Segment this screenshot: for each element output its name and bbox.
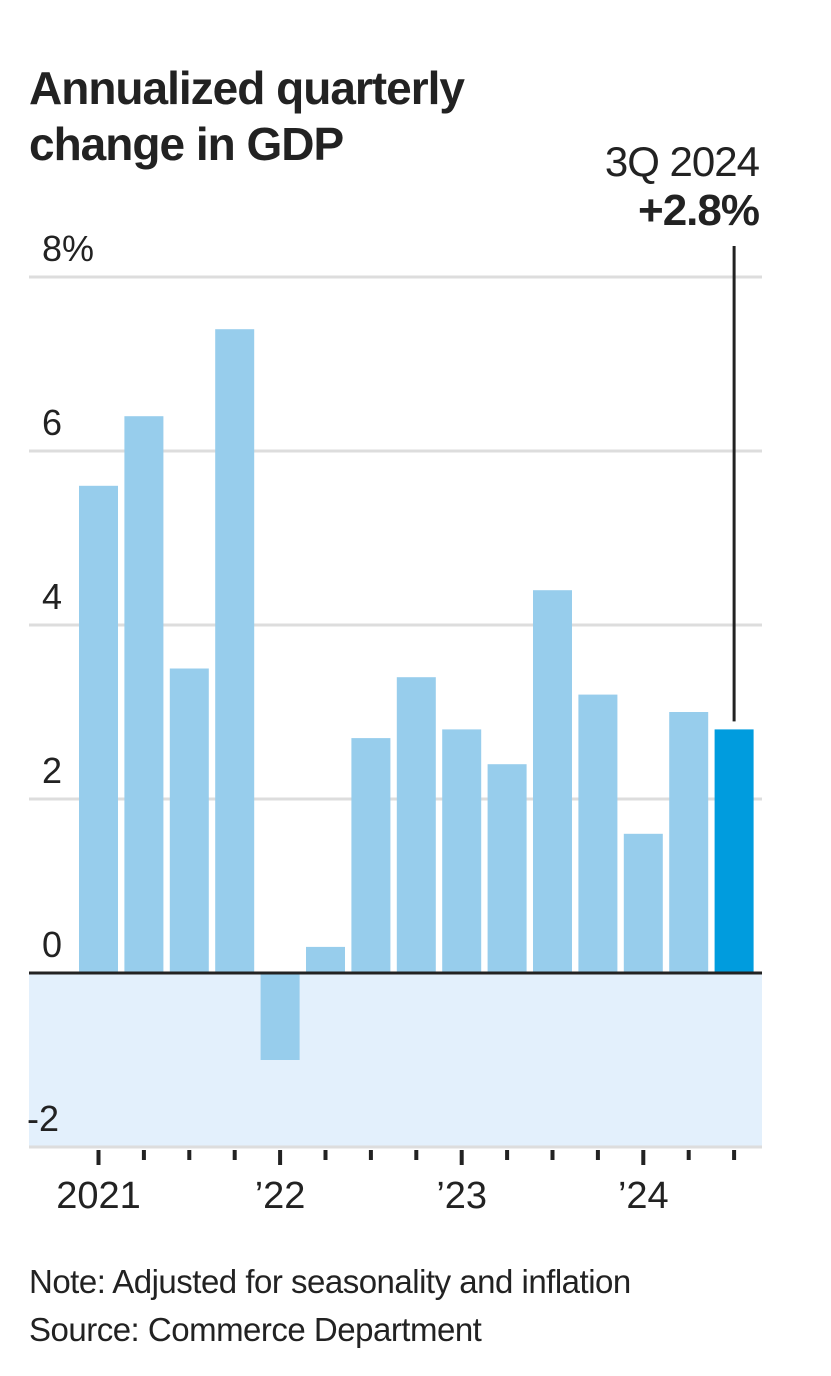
source-line: Source: Commerce Department	[29, 1311, 482, 1348]
bar-4q-2023	[578, 694, 618, 973]
bar-4q-2021	[215, 329, 255, 973]
bar-4q-2022	[396, 677, 436, 973]
bar-1q-2023	[442, 729, 482, 973]
title-line-2: change in GDP	[29, 118, 344, 170]
bar-2q-2024	[669, 712, 709, 973]
minor-tick	[414, 1150, 419, 1160]
major-tick	[459, 1150, 464, 1165]
minor-tick	[550, 1150, 555, 1160]
minor-tick	[732, 1150, 737, 1160]
gridline	[29, 1145, 762, 1149]
x-axis: 2021 ’22 ’23 ’24	[56, 1150, 737, 1217]
y-tick-label: 8%	[42, 228, 94, 269]
negative-region	[29, 973, 762, 1147]
gridline	[29, 449, 762, 453]
x-tick-label: ’24	[618, 1175, 669, 1217]
y-tick-label: 6	[42, 402, 62, 443]
minor-tick	[686, 1150, 691, 1160]
y-tick-label: -2	[27, 1098, 59, 1139]
x-tick-label: ’22	[255, 1175, 306, 1217]
major-tick	[641, 1150, 646, 1165]
bar-3q-2022	[351, 738, 391, 973]
gridline	[29, 275, 762, 279]
major-tick	[96, 1150, 101, 1165]
minor-tick	[505, 1150, 510, 1160]
bar-2q-2021	[124, 416, 164, 973]
minor-tick	[323, 1150, 328, 1160]
callout-value: +2.8%	[638, 186, 760, 235]
zero-axis-line	[29, 971, 762, 975]
bar-1q-2022	[260, 973, 300, 1060]
leader-line	[732, 246, 736, 722]
y-axis-labels: 8% 6 4 2 0 -2	[27, 228, 94, 1139]
y-tick-label: 4	[42, 576, 62, 617]
bar-3q-2021	[169, 668, 209, 973]
gridline	[29, 623, 762, 627]
callout-leader-line	[732, 246, 736, 722]
minor-tick	[141, 1150, 146, 1160]
minor-tick	[595, 1150, 600, 1160]
bar-2q-2023	[487, 764, 527, 973]
y-tick-label: 2	[42, 750, 62, 791]
minor-tick	[232, 1150, 237, 1160]
minor-tick	[187, 1150, 192, 1160]
bar-3q-2024	[714, 729, 754, 973]
zero-line	[29, 971, 762, 975]
latest-value-callout: 3Q 2024 +2.8%	[604, 138, 760, 236]
bar-2q-2022	[306, 946, 345, 973]
gridlines	[29, 275, 762, 1149]
negative-shading	[29, 973, 762, 1147]
y-tick-label: 0	[42, 924, 62, 965]
chart-title: Annualized quarterly change in GDP	[29, 60, 589, 172]
bar-1q-2024	[623, 833, 663, 973]
gridline	[29, 797, 762, 801]
footnote: Note: Adjusted for seasonality and infla…	[29, 1263, 631, 1300]
minor-tick	[368, 1150, 373, 1160]
callout-period: 3Q 2024	[604, 138, 760, 185]
title-line-1: Annualized quarterly	[29, 62, 465, 114]
x-tick-label: 2021	[56, 1175, 141, 1217]
bars	[79, 329, 754, 1060]
x-tick-label: ’23	[436, 1175, 487, 1217]
major-tick	[278, 1150, 283, 1165]
bar-3q-2023	[533, 590, 572, 973]
bar-1q-2021	[79, 485, 118, 973]
chart-footer: Note: Adjusted for seasonality and infla…	[29, 1258, 631, 1354]
